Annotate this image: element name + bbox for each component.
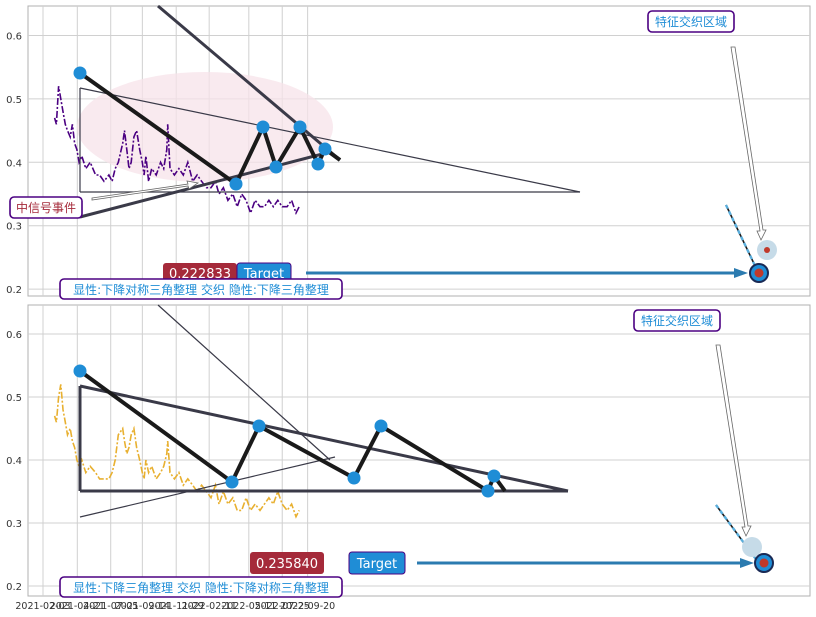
- top-pivot-point: [229, 177, 243, 191]
- y-tick-label: 0.6: [6, 330, 22, 341]
- bottom-triangle-hypotenuse: [79, 384, 569, 493]
- bottom-target-arrow-head-icon: [740, 558, 754, 568]
- x-tick-label: 2021-09-14: [115, 601, 170, 612]
- bottom-zone-arrow-icon: [715, 344, 752, 537]
- y-tick-label: 0.5: [6, 95, 22, 106]
- x-tick-label: 2021-02-03: [15, 601, 70, 612]
- top-signal-arrow-icon: [91, 180, 200, 201]
- bottom-pivot-point: [347, 471, 361, 485]
- top-projection-dashes: [724, 204, 760, 273]
- top-pivot-point: [311, 157, 325, 171]
- top-pivot-point: [269, 160, 283, 174]
- top-target-arrow-head-icon: [734, 268, 748, 278]
- bottom-target-marker-core: [759, 558, 769, 568]
- bottom-target-label-box: [348, 551, 406, 575]
- top-lower-trendline: [79, 150, 331, 219]
- bottom-pivot-point: [252, 419, 266, 433]
- top-y-tick-labels: 0.6 0.5 0.4 0.3 0.2: [6, 32, 22, 297]
- bottom-pattern-caption: 显性:下降三角整理 交织 隐性:下降对称三角整理: [73, 580, 329, 595]
- y-tick-label: 0.4: [6, 456, 22, 467]
- bottom-target-label-text: Target: [356, 557, 397, 572]
- bottom-caption-box: [59, 576, 343, 598]
- top-upper-trendline: [157, 4, 341, 162]
- top-signal-label-box: [9, 196, 83, 219]
- x-tick-label: 2021-11-29: [149, 601, 204, 612]
- bottom-projection-halo: [742, 537, 762, 557]
- y-tick-label: 0.4: [6, 158, 22, 169]
- x-tick-label: 2022-05-11: [221, 601, 276, 612]
- top-projection-dot: [764, 247, 770, 253]
- x-tick-label: 2022-09-20: [280, 601, 335, 612]
- top-pivot-point: [256, 120, 270, 134]
- bottom-pivot-point: [481, 484, 495, 498]
- bottom-x-tick-labels: 2021-02-032021-04-212021-07-052021-09-14…: [15, 601, 335, 612]
- x-tick-label: 2021-07-05: [83, 601, 138, 612]
- bottom-zone-label-box: [633, 309, 721, 332]
- bottom-target-value-text: 0.235840: [256, 557, 318, 572]
- bottom-pivot-point: [225, 475, 239, 489]
- top-zone-label-box: [647, 10, 735, 33]
- bottom-lower-thin-trendline: [79, 456, 336, 518]
- bottom-panel: 0.60.50.40.30.2 2021-02-032021-04-212021…: [6, 304, 811, 612]
- top-pivot-point: [293, 120, 307, 134]
- bottom-zone-label: 特征交织区域: [641, 313, 713, 328]
- top-target-marker-core: [754, 268, 764, 278]
- y-tick-label: 0.2: [6, 285, 22, 296]
- y-tick-label: 0.5: [6, 393, 22, 404]
- y-tick-label: 0.2: [6, 582, 22, 593]
- top-caption-box: [59, 278, 343, 300]
- x-tick-label: 2022-02-11: [182, 601, 237, 612]
- top-zone-arrow-icon: [730, 46, 767, 241]
- bottom-pivot-point: [487, 469, 501, 483]
- y-tick-label: 0.6: [6, 32, 22, 43]
- top-price-series: [53, 86, 300, 216]
- bottom-target-value-box: [250, 552, 324, 574]
- top-pivot-point: [318, 142, 332, 156]
- top-zone-label: 特征交织区域: [655, 14, 727, 29]
- bottom-y-tick-labels: 0.6 0.5 0.4 0.3 0.2: [6, 330, 22, 593]
- x-tick-label: 2021-04-21: [50, 601, 105, 612]
- top-triangle-hypotenuse: [79, 87, 581, 193]
- y-tick-label: 0.3: [6, 519, 22, 530]
- top-signal-label: 中信号事件: [16, 200, 76, 215]
- bottom-pivot-point: [374, 419, 388, 433]
- bottom-pivot-point: [73, 364, 87, 378]
- x-tick-label: 2022-07-25: [255, 601, 310, 612]
- top-pivot-point: [73, 66, 87, 80]
- top-panel: 0.6 0.5 0.4 0.3 0.2: [6, 4, 811, 300]
- top-pattern-caption: 显性:下降对称三角整理 交织 隐性:下降三角整理: [73, 282, 329, 297]
- y-tick-label: 0.3: [6, 222, 22, 233]
